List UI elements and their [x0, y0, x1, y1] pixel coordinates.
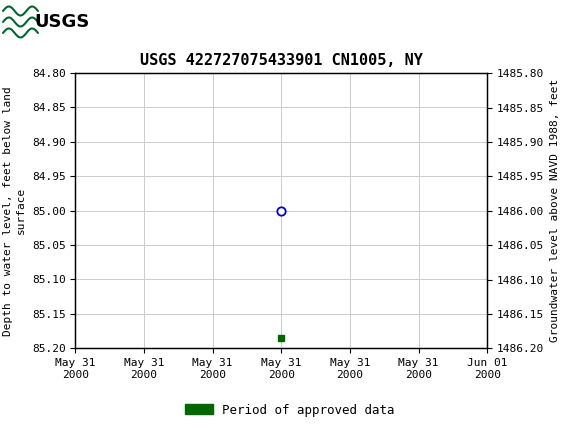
Text: USGS: USGS	[34, 13, 90, 31]
Y-axis label: Depth to water level, feet below land
surface: Depth to water level, feet below land su…	[3, 86, 26, 335]
Legend: Period of approved data: Period of approved data	[180, 399, 400, 421]
Y-axis label: Groundwater level above NAVD 1988, feet: Groundwater level above NAVD 1988, feet	[550, 79, 560, 342]
FancyBboxPatch shape	[2, 2, 97, 41]
Title: USGS 422727075433901 CN1005, NY: USGS 422727075433901 CN1005, NY	[140, 53, 423, 68]
